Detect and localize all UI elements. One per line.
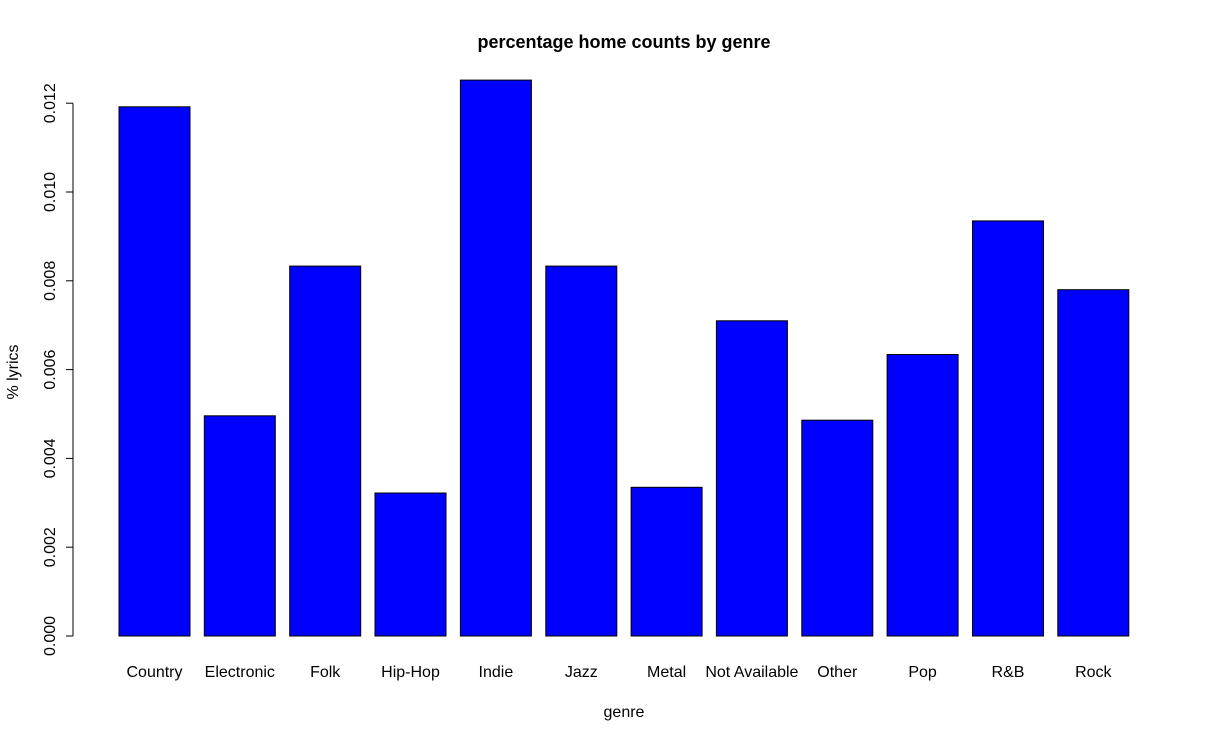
y-tick-label: 0.004 <box>42 438 59 478</box>
x-tick-label: Not Available <box>705 664 798 681</box>
bar-folk <box>289 265 362 637</box>
y-tick-label: 0.012 <box>42 83 59 123</box>
x-tick-label: Pop <box>908 664 937 681</box>
y-tick-label: 0.006 <box>42 349 59 389</box>
x-tick-labels: Country Electronic Folk Hip-Hop Indie Jazz Met… <box>126 664 1112 681</box>
x-tick-label: Metal <box>647 664 686 681</box>
x-tick-label: Indie <box>479 664 514 681</box>
x-axis-label: genre <box>604 704 645 721</box>
bar-indie <box>459 79 532 637</box>
bars-group <box>118 79 1130 637</box>
y-axis-label: % lyrics <box>5 344 22 399</box>
x-tick-label: Rock <box>1075 664 1112 681</box>
y-tick-label: 0.002 <box>42 527 59 567</box>
bar-r-b <box>972 220 1044 637</box>
y-axis: 0.000 0.002 0.004 0.006 0.008 0.010 0.012 <box>42 83 74 656</box>
y-tick-label: 0.010 <box>42 172 59 212</box>
x-tick-label: R&B <box>992 664 1025 681</box>
bar-other <box>801 419 874 637</box>
bar-hip-hop <box>374 492 447 637</box>
y-tick-label: 0.008 <box>42 261 59 301</box>
x-tick-label: Folk <box>310 664 341 681</box>
bar-not-available <box>715 320 788 637</box>
x-tick-label: Electronic <box>205 664 275 681</box>
x-tick-label: Country <box>126 664 182 681</box>
x-tick-label: Jazz <box>565 664 598 681</box>
chart-title: percentage home counts by genre <box>477 32 770 52</box>
bar-pop <box>886 354 959 637</box>
bar-jazz <box>545 265 618 637</box>
bar-rock <box>1057 289 1130 637</box>
x-tick-label: Hip-Hop <box>381 664 440 681</box>
x-tick-label: Other <box>817 664 858 681</box>
bar-country <box>118 106 191 637</box>
y-tick-label: 0.000 <box>42 616 59 656</box>
bar-electronic <box>203 415 276 637</box>
bar-metal <box>630 486 703 637</box>
